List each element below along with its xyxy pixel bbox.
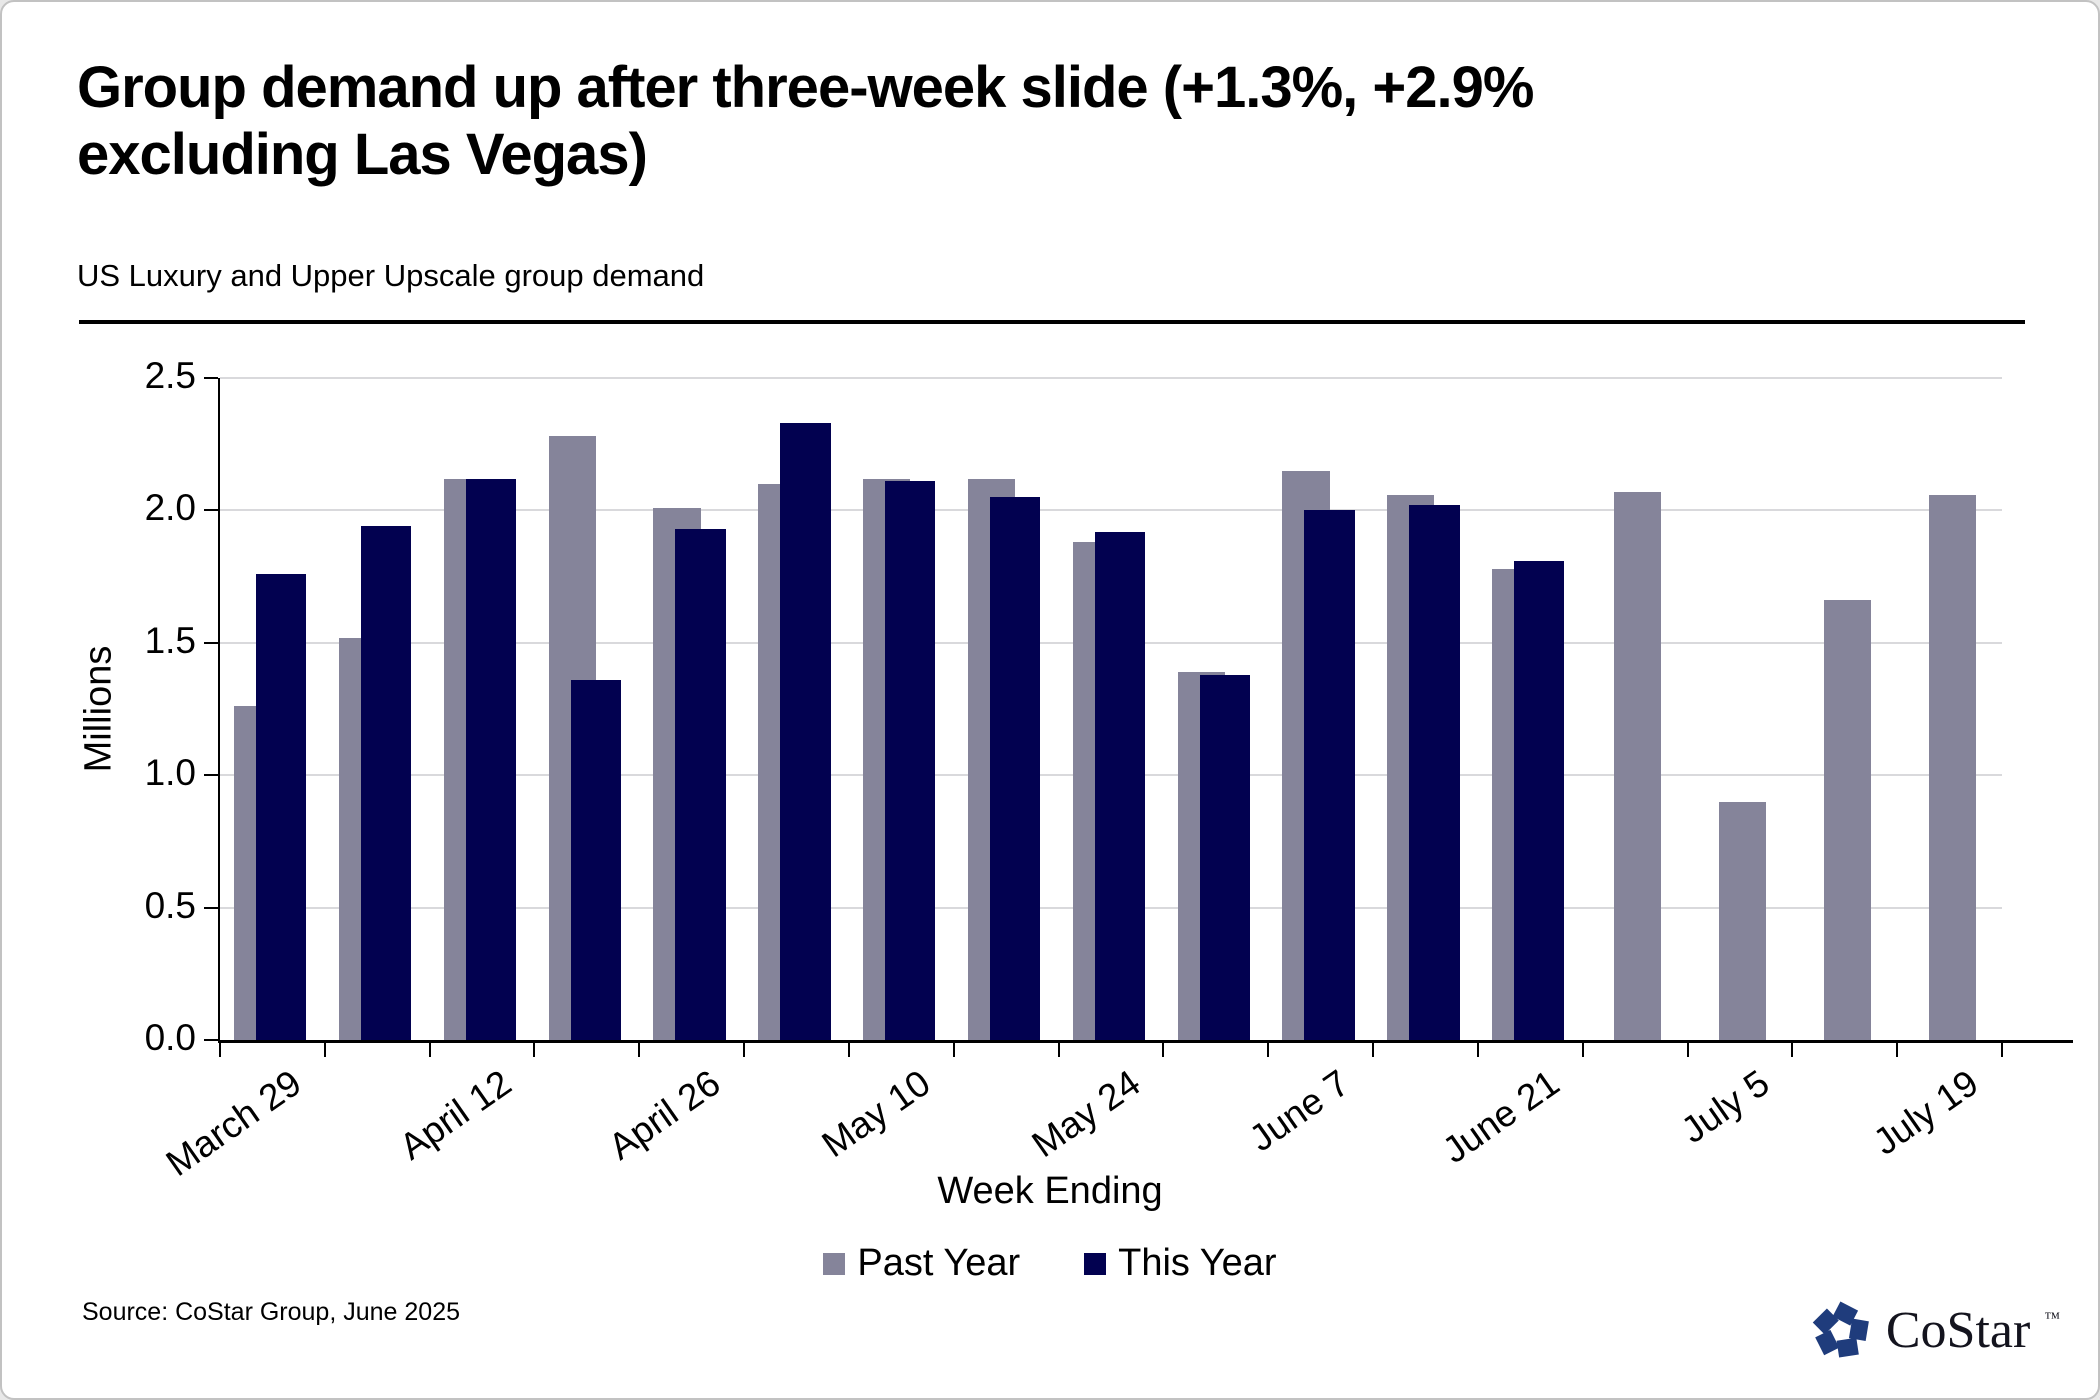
bar-this-year bbox=[1304, 510, 1355, 1040]
source-note: Source: CoStar Group, June 2025 bbox=[82, 1298, 461, 1326]
page-title-line2: excluding Las Vegas) bbox=[77, 122, 648, 188]
x-axis-line bbox=[218, 1040, 2073, 1043]
x-axis-tick bbox=[638, 1043, 641, 1057]
y-tick-label: 2.5 bbox=[144, 355, 196, 396]
y-tick-label: 2.0 bbox=[144, 487, 196, 529]
legend-swatch-this-year bbox=[1084, 1252, 1107, 1275]
bar-this-year bbox=[780, 423, 831, 1040]
header-divider bbox=[79, 320, 2025, 324]
page-title: Group demand up after three-week slide (… bbox=[77, 54, 1534, 189]
costar-trademark: ™ bbox=[2044, 1310, 2060, 1327]
page-title-line1: Group demand up after three-week slide (… bbox=[77, 55, 1534, 120]
bar-this-year bbox=[360, 526, 412, 1040]
bar-this-year bbox=[1514, 560, 1565, 1040]
costar-logo: CoStar ™ bbox=[1810, 1300, 2060, 1362]
x-axis-tick bbox=[533, 1043, 536, 1057]
bar-this-year bbox=[465, 478, 517, 1040]
x-tick-label: June 21 bbox=[1435, 1062, 1567, 1172]
y-axis-line bbox=[218, 378, 220, 1042]
x-tick-label: March 29 bbox=[158, 1062, 309, 1185]
x-tick-label: May 10 bbox=[814, 1062, 938, 1166]
costar-pinwheel-icon bbox=[1812, 1301, 1869, 1358]
bar-past-year bbox=[1928, 494, 1976, 1040]
y-axis-tick bbox=[204, 774, 218, 777]
chart-subtitle: US Luxury and Upper Upscale group demand bbox=[77, 258, 705, 293]
bar-past-year bbox=[1718, 801, 1767, 1040]
bar-chart-plot-area: 0.0 0.5 1.0 1.5 2.0 2.5 March 29 April 12 April … bbox=[145, 355, 2073, 1184]
gridline bbox=[220, 377, 2002, 379]
x-axis-tick bbox=[1476, 1043, 1479, 1057]
legend-label-past-year: Past Year bbox=[857, 1242, 1021, 1284]
y-axis-tick bbox=[204, 509, 218, 512]
x-axis-tick bbox=[847, 1043, 850, 1057]
x-axis-tick bbox=[1267, 1043, 1270, 1057]
x-axis-tick bbox=[1057, 1043, 1060, 1057]
legend-label-this-year: This Year bbox=[1118, 1242, 1277, 1284]
costar-logo-text: CoStar bbox=[1885, 1302, 2031, 1359]
x-axis-tick bbox=[428, 1043, 431, 1057]
bar-past-year bbox=[1823, 600, 1871, 1040]
y-tick-label: 0.0 bbox=[144, 1017, 196, 1058]
y-tick-label: 0.5 bbox=[144, 884, 196, 926]
y-tick-label: 1.0 bbox=[144, 752, 196, 794]
y-axis-tick bbox=[204, 906, 218, 909]
bar-this-year bbox=[885, 481, 936, 1040]
x-axis-tick bbox=[323, 1043, 326, 1057]
x-axis-tick bbox=[2001, 1043, 2003, 1057]
x-axis-tick bbox=[1581, 1043, 1584, 1057]
x-axis-title: Week Ending bbox=[937, 1170, 1163, 1212]
y-axis-tick bbox=[204, 377, 218, 379]
x-tick-label: May 24 bbox=[1024, 1062, 1148, 1166]
x-axis-tick bbox=[743, 1043, 746, 1057]
chart-legend: Past Year This Year bbox=[2, 1242, 2098, 1285]
x-tick-label: April 12 bbox=[391, 1062, 519, 1168]
x-tick-label: July 19 bbox=[1866, 1062, 1986, 1163]
y-axis-tick bbox=[204, 641, 218, 644]
bar-this-year bbox=[675, 528, 726, 1040]
bar-past-year bbox=[1614, 491, 1662, 1040]
bar-this-year bbox=[989, 497, 1041, 1040]
x-axis-tick bbox=[1686, 1043, 1689, 1057]
legend-item-past-year: Past Year bbox=[823, 1242, 1020, 1285]
x-tick-label: July 5 bbox=[1673, 1062, 1777, 1152]
x-tick-label: April 26 bbox=[601, 1062, 728, 1168]
bar-this-year bbox=[1094, 531, 1146, 1040]
y-tick-label: 1.5 bbox=[144, 619, 196, 661]
legend-swatch-past-year bbox=[823, 1252, 846, 1275]
x-axis-tick bbox=[952, 1043, 955, 1057]
x-axis-tick bbox=[219, 1043, 221, 1057]
x-axis-tick bbox=[1791, 1043, 1794, 1057]
legend-item-this-year: This Year bbox=[1084, 1242, 1277, 1285]
gridline bbox=[220, 509, 2002, 512]
bar-this-year bbox=[570, 679, 621, 1040]
bar-this-year bbox=[1409, 505, 1460, 1040]
x-axis-tick bbox=[1372, 1043, 1375, 1057]
x-axis-tick bbox=[1896, 1043, 1899, 1057]
x-axis-tick bbox=[1162, 1043, 1165, 1057]
y-axis-tick bbox=[204, 1039, 218, 1041]
bar-this-year bbox=[1199, 674, 1250, 1040]
x-tick-label: June 7 bbox=[1242, 1062, 1357, 1160]
bar-this-year bbox=[256, 573, 307, 1040]
